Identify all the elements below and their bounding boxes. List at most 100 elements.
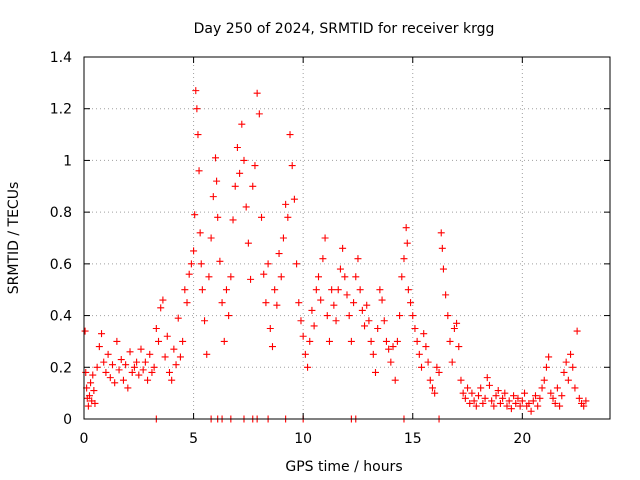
- data-point: [435, 368, 443, 376]
- data-point: [453, 319, 461, 327]
- data-point: [258, 213, 266, 221]
- plot-frame: [83, 56, 611, 420]
- data-point: [148, 368, 156, 376]
- data-point: [170, 345, 178, 353]
- data-point: [433, 363, 441, 371]
- data-point: [152, 325, 160, 332]
- data-point: [231, 182, 239, 190]
- data-point: [411, 325, 419, 332]
- data-point: [247, 275, 255, 283]
- data-point: [187, 260, 195, 268]
- data-point: [407, 299, 415, 307]
- data-point: [483, 374, 491, 382]
- data-point: [347, 337, 355, 345]
- data-point: [198, 286, 206, 294]
- data-point: [438, 244, 446, 252]
- data-point: [485, 381, 493, 389]
- y-tick-label: 0.2: [50, 360, 72, 376]
- data-point: [253, 89, 261, 97]
- data-point: [104, 350, 112, 358]
- x-tick-label: 5: [189, 431, 198, 447]
- data-point: [531, 392, 539, 400]
- data-point: [150, 363, 158, 371]
- data-point: [279, 234, 287, 242]
- data-point: [403, 239, 411, 247]
- data-point: [111, 379, 119, 387]
- data-point: [461, 394, 469, 402]
- data-point: [385, 345, 393, 353]
- data-point: [319, 255, 327, 263]
- data-point: [81, 327, 89, 335]
- data-point: [236, 169, 244, 177]
- data-point: [575, 394, 583, 402]
- data-point: [352, 273, 360, 281]
- data-point: [556, 402, 564, 410]
- data-point: [393, 337, 401, 345]
- data-point: [119, 376, 127, 384]
- data-point: [558, 392, 566, 400]
- data-point: [273, 301, 281, 309]
- data-point: [428, 384, 436, 392]
- data-point: [542, 363, 550, 371]
- data-point: [203, 350, 211, 358]
- data-point: [190, 247, 198, 255]
- gridlines: [84, 57, 610, 419]
- data-point: [196, 229, 204, 237]
- data-point: [538, 384, 546, 392]
- data-point: [264, 260, 272, 268]
- data-point: [183, 299, 191, 307]
- data-point: [420, 330, 428, 338]
- data-point: [332, 317, 340, 325]
- data-point: [220, 337, 228, 345]
- data-point: [442, 291, 450, 299]
- data-point: [159, 296, 167, 304]
- data-point: [367, 337, 375, 345]
- data-point: [124, 384, 132, 392]
- data-point: [459, 389, 467, 397]
- data-point: [251, 162, 259, 170]
- data-point: [492, 392, 500, 400]
- data-point: [304, 363, 312, 371]
- data-point: [516, 402, 524, 410]
- data-point: [496, 399, 504, 407]
- data-point: [126, 348, 134, 356]
- data-point: [195, 167, 203, 175]
- data-point: [161, 353, 169, 361]
- data-point: [409, 312, 417, 320]
- data-point: [122, 361, 130, 369]
- data-point: [356, 286, 364, 294]
- data-point: [174, 314, 182, 322]
- data-point: [218, 299, 226, 307]
- ticks: 0 0.2 0.4 0.6 0.8 1 1.2 1.4 0 5 10 15 20: [50, 50, 610, 447]
- data-point: [564, 376, 572, 384]
- data-point: [371, 368, 379, 376]
- data-point: [297, 317, 305, 325]
- y-tick-label: 1.2: [50, 102, 72, 118]
- data-point: [361, 322, 369, 330]
- data-point: [562, 358, 570, 366]
- data-point: [185, 270, 193, 278]
- data-point: [518, 397, 526, 405]
- data-point: [439, 265, 447, 273]
- data-point: [573, 327, 581, 335]
- data-point: [130, 363, 138, 371]
- data-point: [387, 358, 395, 366]
- data-point: [470, 397, 478, 405]
- chart-title: Day 250 of 2024, SRMTID for receiver krg…: [194, 21, 495, 37]
- data-point: [255, 110, 263, 118]
- data-point: [98, 330, 106, 338]
- data-point: [312, 286, 320, 294]
- data-point: [424, 358, 432, 366]
- data-point: [350, 299, 358, 307]
- data-point: [102, 368, 110, 376]
- data-point: [369, 350, 377, 358]
- data-point: [301, 350, 309, 358]
- data-point: [213, 177, 221, 185]
- data-point: [507, 405, 515, 413]
- data-point: [115, 366, 123, 374]
- data-point: [275, 250, 283, 258]
- data-point: [382, 337, 390, 345]
- data-point: [229, 216, 237, 224]
- data-point: [89, 371, 97, 379]
